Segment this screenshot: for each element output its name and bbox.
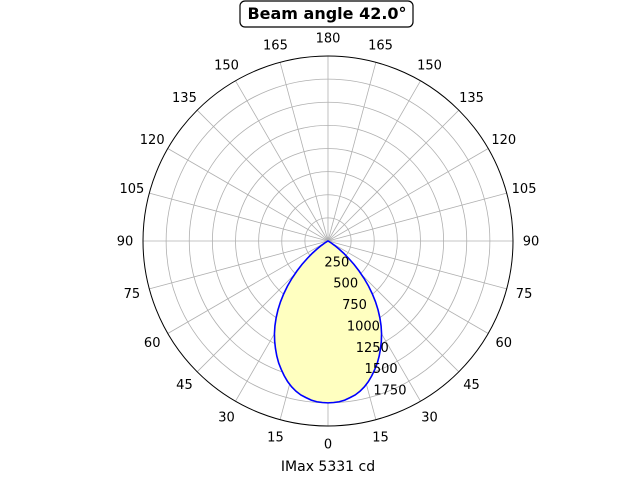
angle-gridline-14: [235, 80, 329, 242]
angle-tick-label: 60: [496, 336, 513, 351]
x-axis-label: IMax 5331 cd: [281, 459, 375, 475]
radial-tick-label: 1750: [373, 384, 406, 399]
angle-tick-label: 105: [512, 182, 537, 197]
angle-gridline-16: [167, 148, 329, 242]
angle-tick-label: 15: [267, 431, 284, 446]
radial-tick-label: 250: [324, 255, 349, 270]
radial-tick-labels: 250 500 750 1000 1250 1500 1750: [324, 255, 406, 398]
angle-tick-label: 45: [176, 378, 193, 393]
chart-title-box: [239, 0, 414, 28]
angle-gridline-10: [327, 80, 421, 242]
angle-gridline-13: [279, 62, 329, 242]
angle-tick-label: 75: [516, 287, 533, 302]
angle-gridline-17: [149, 192, 329, 242]
series-line-0: [273, 240, 383, 404]
angle-tick-label: 180: [316, 32, 341, 47]
chart-title-group: Beam angle 42.0°: [239, 0, 414, 28]
angle-tick-label: 120: [140, 133, 165, 148]
angle-tick-label: 135: [459, 91, 484, 106]
series-fill-0: [274, 241, 382, 403]
angle-tick-label: 30: [421, 410, 438, 425]
angle-tick-label: 90: [117, 235, 134, 250]
angle-tick-label: 120: [491, 133, 516, 148]
angle-gridline-5: [327, 240, 507, 290]
angle-tick-label: 150: [417, 59, 442, 74]
angle-tick-label: 90: [523, 235, 540, 250]
angle-gridline-19: [149, 240, 329, 290]
angle-gridline-15: [196, 109, 329, 242]
radial-tick-label: 1000: [347, 319, 380, 334]
angle-tick-label: 135: [172, 91, 197, 106]
angle-gridline-20: [167, 240, 329, 334]
angle-gridline-4: [327, 240, 489, 334]
angle-tick-label: 0: [324, 438, 332, 453]
series-layer: [273, 240, 383, 404]
polar-frame: [142, 55, 514, 427]
angle-tick-label: 165: [368, 38, 393, 53]
radial-tick-label: 1500: [365, 362, 398, 377]
angle-tick-label: 60: [144, 336, 161, 351]
angle-gridline-7: [327, 192, 507, 242]
radial-tick-label: 750: [342, 298, 367, 313]
angle-tick-label: 105: [120, 182, 145, 197]
angle-gridline-9: [327, 109, 460, 242]
angle-tick-label: 150: [214, 59, 239, 74]
angle-tick-label: 45: [463, 378, 480, 393]
chart-title: Beam angle 42.0°: [247, 4, 406, 23]
angle-tick-label: 15: [372, 431, 389, 446]
angle-gridline-11: [327, 62, 377, 242]
angle-tick-label: 165: [263, 38, 288, 53]
angle-gridline-8: [327, 148, 489, 242]
radial-tick-label: 500: [333, 277, 358, 292]
angle-tick-label: 75: [124, 287, 141, 302]
angle-tick-label: 30: [218, 410, 235, 425]
angle-tick-labels: 180 1651501351201059075604530150153045607…: [117, 32, 540, 453]
radial-tick-label: 1250: [356, 341, 389, 356]
